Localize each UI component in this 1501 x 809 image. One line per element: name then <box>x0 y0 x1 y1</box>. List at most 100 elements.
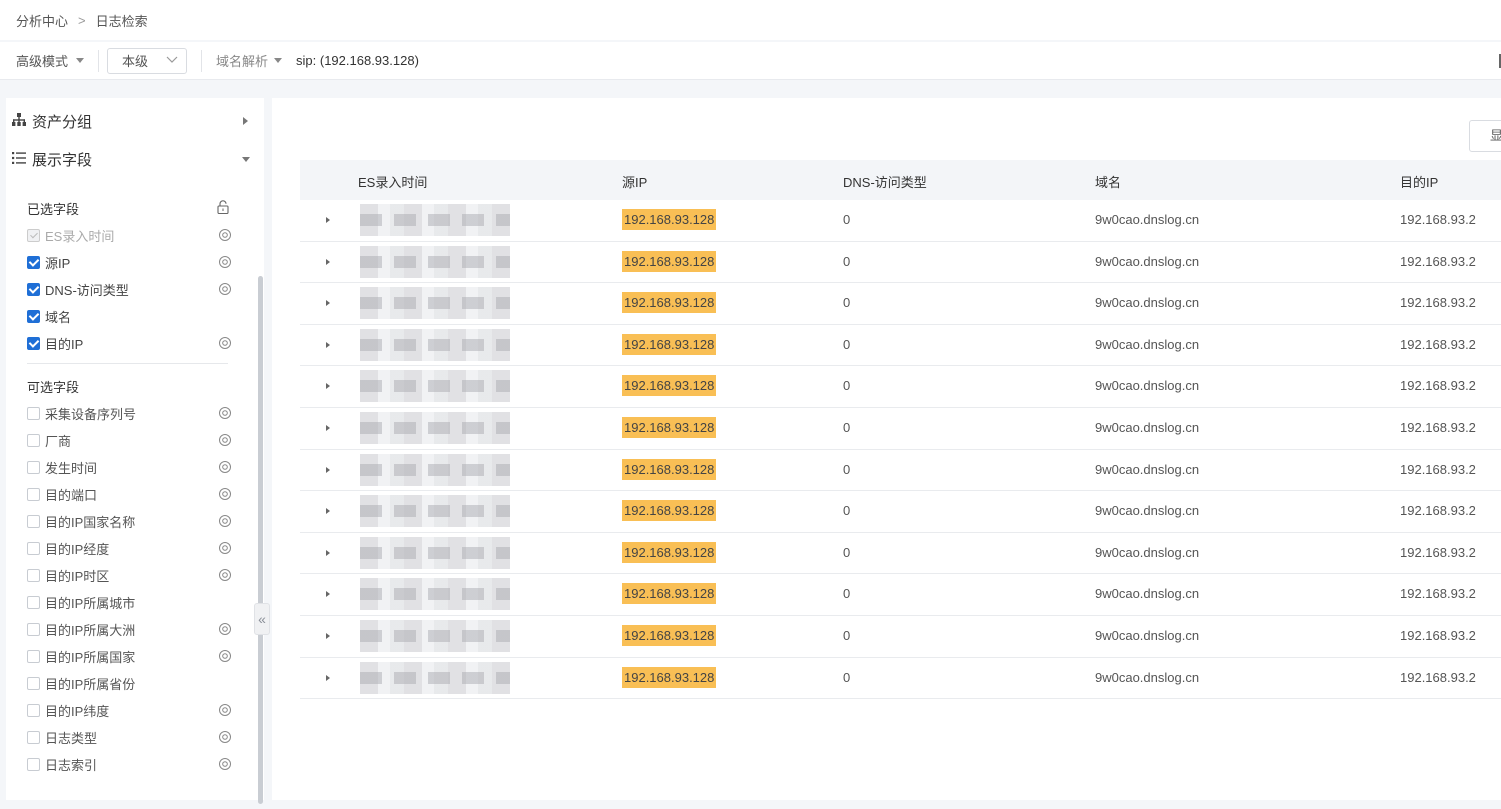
search-query-input[interactable]: sip: (192.168.93.128) <box>296 53 419 68</box>
table-row[interactable]: 192.168.93.128 0 9w0cao.dnslog.cn 192.168.9… <box>300 533 1501 575</box>
eye-icon[interactable] <box>218 569 232 584</box>
field-checkbox[interactable] <box>27 758 40 771</box>
asset-group-header[interactable]: 资产分组 <box>6 98 264 144</box>
eye-icon[interactable] <box>218 623 232 638</box>
expand-row-icon[interactable] <box>326 549 330 556</box>
eye-icon[interactable] <box>218 256 232 271</box>
list-icon <box>12 151 28 168</box>
field-item[interactable]: 目的IP所属城市 <box>6 589 256 616</box>
table-row[interactable]: 192.168.93.128 0 9w0cao.dnslog.cn 192.168.9… <box>300 574 1501 616</box>
table-row[interactable]: 192.168.93.128 0 9w0cao.dnslog.cn 192.168.9… <box>300 366 1501 408</box>
cell-dip: 192.168.93.2 <box>1400 253 1476 269</box>
eye-icon[interactable] <box>218 461 232 476</box>
expand-row-icon[interactable] <box>326 508 330 515</box>
domain-parse-select[interactable]: 域名解析 <box>216 51 283 70</box>
field-item[interactable]: ES录入时间 <box>6 222 256 249</box>
field-item[interactable]: 日志类型 <box>6 724 256 751</box>
field-checkbox[interactable] <box>27 434 40 447</box>
expand-row-icon[interactable] <box>326 424 330 431</box>
field-checkbox[interactable] <box>27 461 40 474</box>
table-row[interactable]: 192.168.93.128 0 9w0cao.dnslog.cn 192.168.9… <box>300 450 1501 492</box>
highlighted-match: 192.168.93.128 <box>622 666 717 688</box>
table-row[interactable]: 192.168.93.128 0 9w0cao.dnslog.cn 192.168.9… <box>300 616 1501 658</box>
field-checkbox[interactable] <box>27 542 40 555</box>
column-header-dns-type[interactable]: DNS-访问类型 <box>843 175 927 190</box>
caret-right-icon <box>243 117 248 125</box>
expand-row-icon[interactable] <box>326 300 330 307</box>
field-item[interactable]: 目的IP所属国家 <box>6 643 256 670</box>
field-checkbox[interactable] <box>27 623 40 636</box>
expand-row-icon[interactable] <box>326 591 330 598</box>
level-select[interactable]: 本级 <box>107 47 188 74</box>
column-header-sip[interactable]: 源IP <box>622 175 648 190</box>
field-item[interactable]: DNS-访问类型 <box>6 276 256 303</box>
field-item[interactable]: 日志索引 <box>6 751 256 778</box>
field-item[interactable]: 目的IP时区 <box>6 562 256 589</box>
table-row[interactable]: 192.168.93.128 0 9w0cao.dnslog.cn 192.168.9… <box>300 408 1501 450</box>
expand-row-icon[interactable] <box>326 383 330 390</box>
eye-icon[interactable] <box>218 515 232 530</box>
column-header-domain[interactable]: 域名 <box>1095 175 1122 190</box>
sidebar-scrollbar[interactable] <box>258 276 263 804</box>
table-row[interactable]: 192.168.93.128 0 9w0cao.dnslog.cn 192.168.9… <box>300 283 1501 325</box>
field-item[interactable]: 目的IP纬度 <box>6 697 256 724</box>
field-checkbox[interactable] <box>27 731 40 744</box>
breadcrumb-parent[interactable]: 分析中心 <box>16 13 69 29</box>
field-checkbox[interactable] <box>27 283 40 296</box>
field-item[interactable]: 目的IP <box>6 330 256 357</box>
expand-row-icon[interactable] <box>326 217 330 223</box>
eye-icon[interactable] <box>218 704 232 719</box>
expand-row-icon[interactable] <box>326 258 330 265</box>
field-item[interactable]: 采集设备序列号 <box>6 400 256 427</box>
field-item[interactable]: 目的端口 <box>6 481 256 508</box>
table-row[interactable]: 192.168.93.128 0 9w0cao.dnslog.cn 192.168.9… <box>300 242 1501 284</box>
expand-row-icon[interactable] <box>326 341 330 348</box>
field-checkbox[interactable] <box>27 337 40 350</box>
eye-icon[interactable] <box>218 229 232 244</box>
field-checkbox[interactable] <box>27 677 40 690</box>
field-item[interactable]: 目的IP所属省份 <box>6 670 256 697</box>
display-fields-header[interactable]: 展示字段 <box>6 144 264 174</box>
field-item[interactable]: 厂商 <box>6 427 256 454</box>
field-checkbox[interactable] <box>27 704 40 717</box>
field-item[interactable]: 目的IP经度 <box>6 535 256 562</box>
field-checkbox[interactable] <box>27 569 40 582</box>
field-checkbox[interactable] <box>27 407 40 420</box>
field-checkbox[interactable] <box>27 596 40 609</box>
field-item[interactable]: 发生时间 <box>6 454 256 481</box>
field-item[interactable]: 目的IP所属大洲 <box>6 616 256 643</box>
table-row[interactable]: 192.168.93.128 0 9w0cao.dnslog.cn 192.168.9… <box>300 491 1501 533</box>
table-row[interactable]: 192.168.93.128 0 9w0cao.dnslog.cn 192.168.9… <box>300 200 1501 242</box>
field-item[interactable]: 源IP <box>6 249 256 276</box>
field-checkbox[interactable] <box>27 650 40 663</box>
field-checkbox[interactable] <box>27 515 40 528</box>
selected-fields-title: 已选字段 <box>6 194 256 222</box>
field-checkbox[interactable] <box>27 488 40 501</box>
expand-row-icon[interactable] <box>326 466 330 473</box>
eye-icon[interactable] <box>218 542 232 557</box>
field-checkbox[interactable] <box>27 310 40 323</box>
unlock-icon[interactable] <box>217 200 229 217</box>
eye-icon[interactable] <box>218 337 232 352</box>
eye-icon[interactable] <box>218 283 232 298</box>
collapse-sidebar-button[interactable]: « <box>254 603 270 635</box>
mode-select[interactable]: 高级模式 <box>16 51 85 70</box>
display-button[interactable]: 显示 <box>1469 120 1501 152</box>
field-checkbox[interactable] <box>27 256 40 269</box>
eye-icon[interactable] <box>218 488 232 503</box>
eye-icon[interactable] <box>218 650 232 665</box>
field-item[interactable]: 域名 <box>6 303 256 330</box>
field-item[interactable]: 目的IP国家名称 <box>6 508 256 535</box>
expand-row-icon[interactable] <box>326 632 330 639</box>
eye-icon[interactable] <box>218 731 232 746</box>
eye-icon[interactable] <box>218 434 232 449</box>
search-button-edge[interactable] <box>1499 54 1501 68</box>
eye-icon[interactable] <box>218 407 232 422</box>
expand-row-icon[interactable] <box>326 674 330 681</box>
column-header-dip[interactable]: 目的IP <box>1400 175 1439 190</box>
eye-icon[interactable] <box>218 758 232 773</box>
table-row[interactable]: 192.168.93.128 0 9w0cao.dnslog.cn 192.168.9… <box>300 325 1501 367</box>
table-row[interactable]: 192.168.93.128 0 9w0cao.dnslog.cn 192.168.9… <box>300 658 1501 700</box>
cell-domain: 9w0cao.dnslog.cn <box>1095 461 1200 477</box>
column-header-es-time[interactable]: ES录入时间 <box>358 175 428 190</box>
